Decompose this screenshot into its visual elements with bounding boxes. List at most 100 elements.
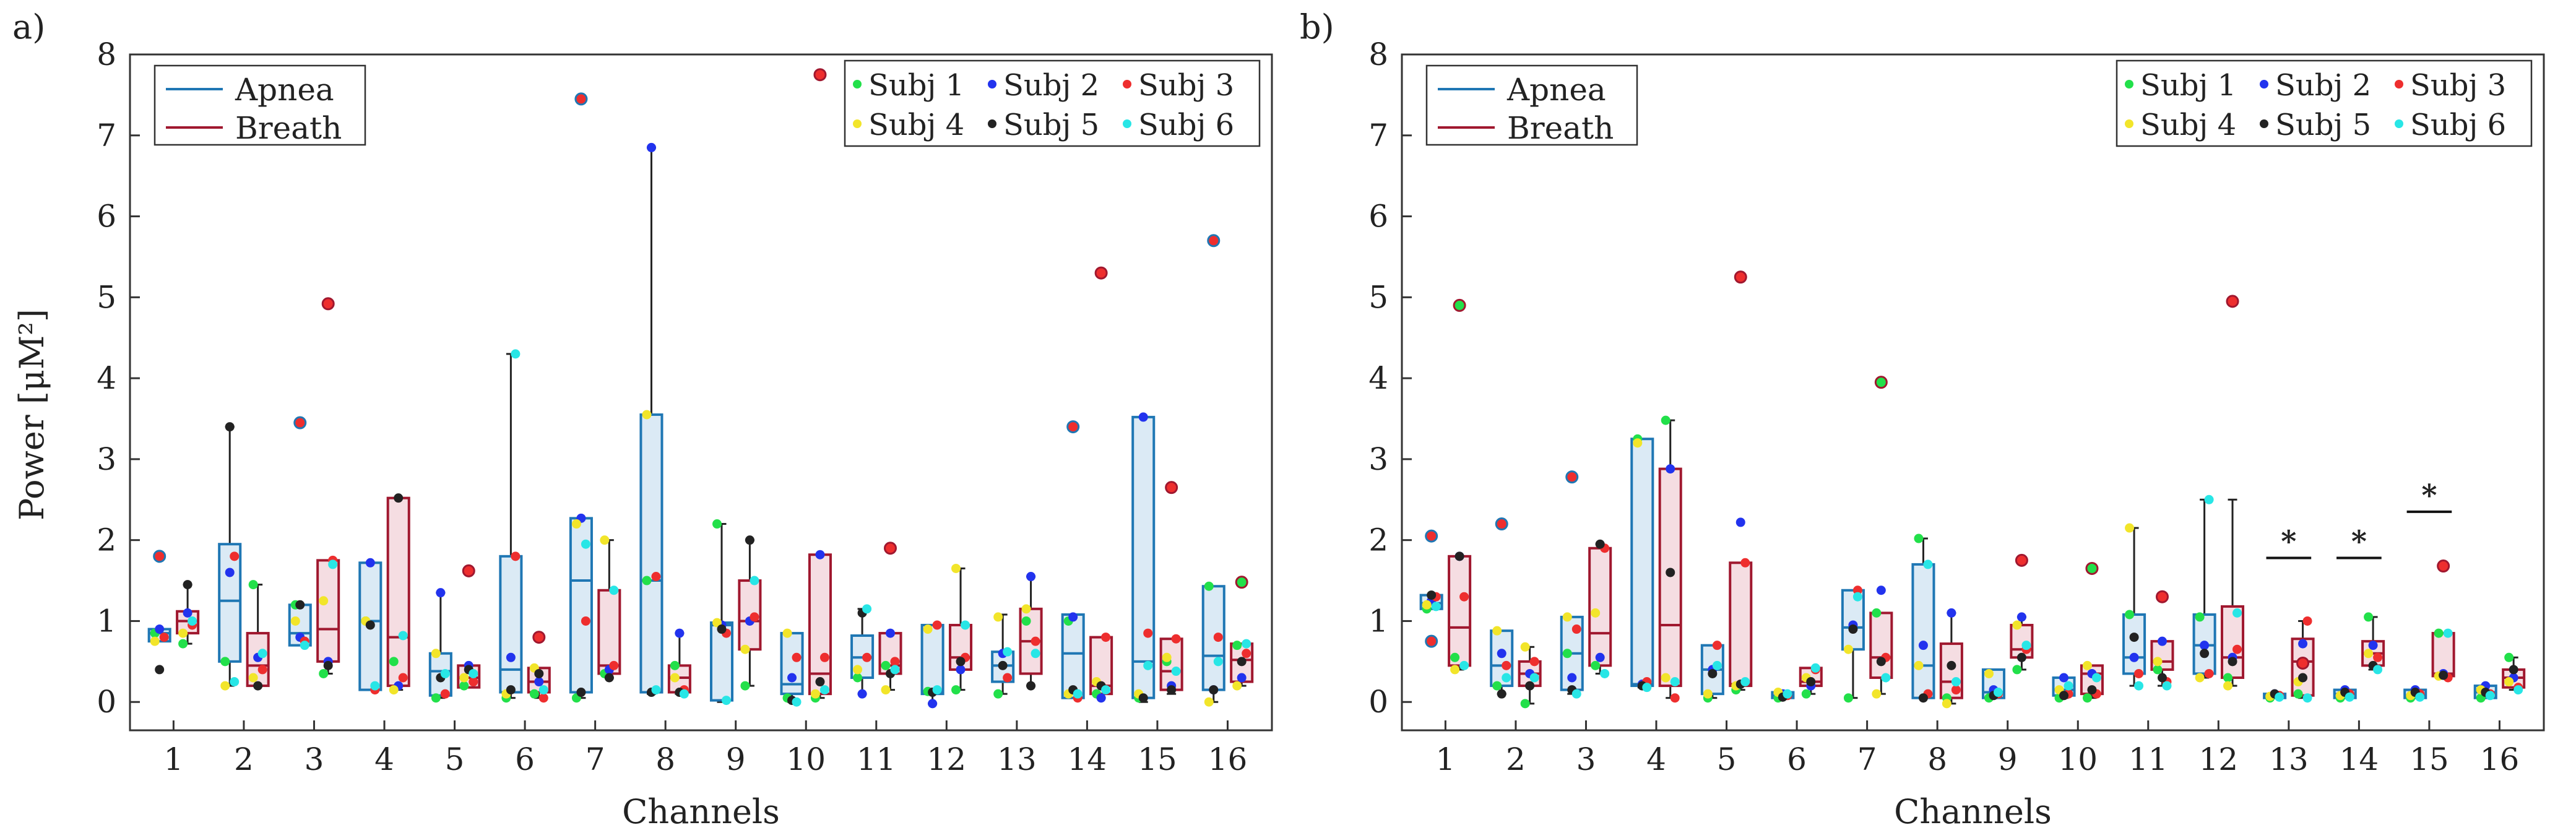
legend-subject-marker <box>853 80 862 89</box>
box <box>1729 561 1753 688</box>
subject-point <box>1450 665 1460 675</box>
subject-point <box>459 673 469 683</box>
subject-point <box>365 558 375 568</box>
subject-point <box>1101 633 1111 642</box>
outlier-point <box>462 564 475 577</box>
x-tick-label: 4 <box>374 741 394 777</box>
box-breath-ch5 <box>1729 270 1753 695</box>
x-tick-label: 10 <box>2058 741 2098 777</box>
x-axis-label: Channels <box>1894 792 2052 831</box>
subject-point <box>1666 568 1675 577</box>
subject-point <box>2129 633 2139 642</box>
subject-point <box>857 689 867 699</box>
box-apnea-ch11 <box>850 604 875 699</box>
box-breath-ch9 <box>738 535 762 691</box>
subject-point <box>1422 600 1432 610</box>
subject-point <box>1237 673 1247 683</box>
subject-point <box>1209 685 1219 695</box>
box-breath-ch4 <box>386 493 410 695</box>
x-tick-label: 9 <box>1998 741 2018 777</box>
subject-point <box>230 551 240 561</box>
subject-point <box>2125 523 2135 533</box>
subject-point <box>1562 649 1572 659</box>
subject-point <box>248 580 258 590</box>
subject-point <box>2162 681 2172 691</box>
outlier-point <box>574 92 588 106</box>
subject-point <box>323 660 333 670</box>
box <box>2122 613 2146 675</box>
subject-point <box>740 681 750 691</box>
box-breath-ch13 <box>1019 572 1043 691</box>
subject-point <box>1520 699 1530 709</box>
legend-subject-label: Subj 2 <box>1003 68 1099 103</box>
legend-subject-label: Subj 2 <box>2275 68 2371 103</box>
subject-point <box>961 620 970 630</box>
subject-point <box>2232 644 2242 654</box>
subject-point <box>2364 649 2374 659</box>
box-breath-ch14 <box>1089 266 1113 703</box>
x-tick-label: 3 <box>1576 741 1596 777</box>
x-tick-label: 6 <box>515 741 535 777</box>
subject-point <box>538 685 548 695</box>
box-breath-ch12 <box>948 563 973 695</box>
box-apnea-ch13 <box>2263 689 2287 703</box>
y-tick-label: 6 <box>1368 199 1388 235</box>
outlier-point <box>1734 270 1747 284</box>
subject-point <box>2153 657 2163 667</box>
legend-label: Breath <box>235 110 342 146</box>
subject-point <box>956 657 966 667</box>
box-apnea-ch15 <box>2403 685 2427 703</box>
subject-point <box>2200 649 2210 659</box>
y-tick-label: 8 <box>97 37 116 72</box>
box-apnea-ch2 <box>1490 517 1514 699</box>
subject-point <box>642 410 652 420</box>
subject-point <box>670 660 680 670</box>
box-apnea-ch9 <box>1981 668 2006 703</box>
subject-point <box>225 422 235 432</box>
legend-subject-label: Subj 4 <box>868 108 964 142</box>
subject-point <box>1450 652 1460 662</box>
subject-point <box>178 628 188 638</box>
subject-point <box>1021 616 1031 626</box>
subject-point <box>511 551 521 561</box>
subject-point <box>576 688 586 698</box>
legend-subject-label: Subj 5 <box>1003 108 1099 142</box>
legend-subject-marker <box>988 80 996 89</box>
subject-point <box>1801 689 1811 699</box>
y-tick-label: 4 <box>1368 360 1388 396</box>
subject-point <box>1427 590 1437 600</box>
y-tick-label: 3 <box>1368 441 1388 477</box>
subject-point <box>1213 657 1223 667</box>
outlier-point <box>813 68 827 82</box>
x-tick-label: 16 <box>2480 741 2520 777</box>
subject-point <box>1595 539 1605 549</box>
legend-subject-label: Subj 3 <box>1138 68 1234 103</box>
subject-point <box>956 665 966 675</box>
subject-point <box>398 673 408 683</box>
subject-point <box>717 624 727 634</box>
subject-point <box>2195 673 2205 683</box>
subject-point <box>993 612 1003 622</box>
subject-point <box>2415 692 2425 702</box>
outlier-point <box>321 297 335 311</box>
subject-point <box>581 539 590 549</box>
subject-point <box>1096 693 1106 703</box>
box-breath-ch11 <box>2150 590 2174 691</box>
y-tick-label: 5 <box>97 279 116 315</box>
box-breath-ch15 <box>1159 481 1183 695</box>
box-breath-ch1 <box>1448 298 1472 675</box>
subject-point <box>1735 517 1745 527</box>
legend-subject-marker <box>2395 80 2403 89</box>
subject-point <box>230 677 240 687</box>
x-tick-label: 1 <box>1435 741 1455 777</box>
subject-point <box>1872 608 1882 618</box>
y-tick-label: 1 <box>97 603 116 639</box>
subject-point <box>1881 673 1891 683</box>
box-apnea-ch13 <box>991 612 1015 699</box>
box <box>1869 611 1893 679</box>
subject-point <box>183 580 192 590</box>
legend-subject-label: Subj 4 <box>2140 108 2236 142</box>
subject-point <box>1138 412 1148 422</box>
subject-point <box>2439 670 2448 680</box>
box <box>386 496 410 688</box>
